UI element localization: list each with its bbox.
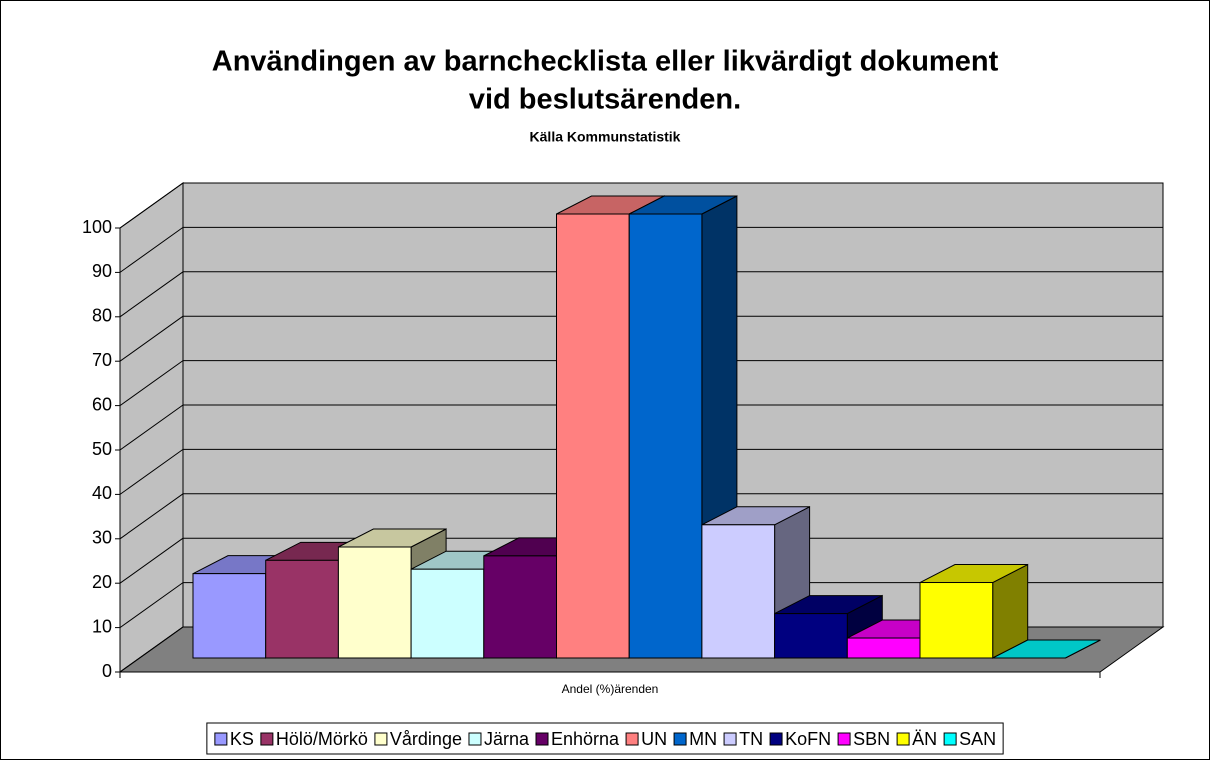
bar bbox=[337, 546, 412, 659]
legend-label: ÄN bbox=[912, 729, 937, 749]
y-tick-label: 90 bbox=[92, 261, 112, 281]
y-tick-label: 10 bbox=[92, 616, 112, 636]
grid-line bbox=[119, 582, 184, 629]
legend-box bbox=[206, 722, 1004, 755]
legend-label: TN bbox=[739, 729, 763, 749]
grid-line bbox=[119, 404, 184, 451]
legend-label: KoFN bbox=[785, 729, 831, 749]
bar bbox=[701, 524, 776, 659]
legend-label: SAN bbox=[959, 729, 996, 749]
y-tick-label: 40 bbox=[92, 483, 112, 503]
grid-line bbox=[119, 537, 184, 584]
y-tick-label: 100 bbox=[82, 217, 112, 237]
legend-swatch bbox=[535, 732, 549, 746]
grid-line bbox=[119, 315, 184, 362]
y-tick-label: 80 bbox=[92, 306, 112, 326]
legend-label: Järna bbox=[484, 729, 530, 749]
legend-swatch bbox=[468, 732, 482, 746]
legend-label: KS bbox=[230, 729, 254, 749]
bar bbox=[846, 637, 921, 659]
legend-label: SBN bbox=[853, 729, 890, 749]
chart-subtitle: Källa Kommunstatistik bbox=[530, 129, 681, 145]
bar bbox=[628, 213, 703, 659]
x-axis-label: Andel (%)ärenden bbox=[562, 682, 659, 696]
grid-line bbox=[119, 493, 184, 540]
bar bbox=[774, 613, 848, 659]
legend-swatch bbox=[625, 732, 639, 746]
y-tick-label: 60 bbox=[92, 394, 112, 414]
chart-title: Användingen av barnchecklista eller likv… bbox=[212, 46, 999, 78]
bar bbox=[919, 582, 994, 659]
grid-line bbox=[119, 271, 184, 318]
legend-label: Hölö/Mörkö bbox=[276, 729, 368, 749]
legend-label: Vårdinge bbox=[390, 729, 462, 749]
bar bbox=[192, 573, 267, 659]
legend-swatch bbox=[943, 732, 957, 746]
legend-label: UN bbox=[641, 729, 667, 749]
grid-line bbox=[119, 226, 184, 273]
grid-line bbox=[119, 360, 184, 407]
y-tick-label: 50 bbox=[92, 439, 112, 459]
y-tick-label: 30 bbox=[92, 528, 112, 548]
legend-swatch bbox=[673, 732, 687, 746]
legend-swatch bbox=[260, 732, 274, 746]
bar-top bbox=[992, 639, 1101, 659]
grid-line bbox=[119, 448, 184, 495]
legend-swatch bbox=[769, 732, 783, 746]
legend-swatch bbox=[837, 732, 851, 746]
grid-line bbox=[119, 182, 184, 229]
legend-swatch bbox=[214, 732, 228, 746]
bar bbox=[556, 213, 630, 659]
legend-swatch bbox=[896, 732, 910, 746]
legend-label: Enhörna bbox=[551, 729, 620, 749]
legend-label: MN bbox=[689, 729, 717, 749]
legend-swatch bbox=[374, 732, 388, 746]
legend-swatch bbox=[723, 732, 737, 746]
grid-line bbox=[119, 626, 184, 673]
bar bbox=[265, 559, 339, 659]
legend: KS Hölö/Mörkö Vårdinge Järna Enhörna UN MN TN Ko… bbox=[206, 722, 1004, 755]
bar bbox=[410, 568, 485, 659]
y-tick-label: 70 bbox=[92, 350, 112, 370]
y-tick-label: 0 bbox=[102, 661, 112, 681]
chart-title: vid beslutsärenden. bbox=[469, 84, 741, 116]
bar bbox=[483, 555, 557, 659]
y-tick-label: 20 bbox=[92, 572, 112, 592]
